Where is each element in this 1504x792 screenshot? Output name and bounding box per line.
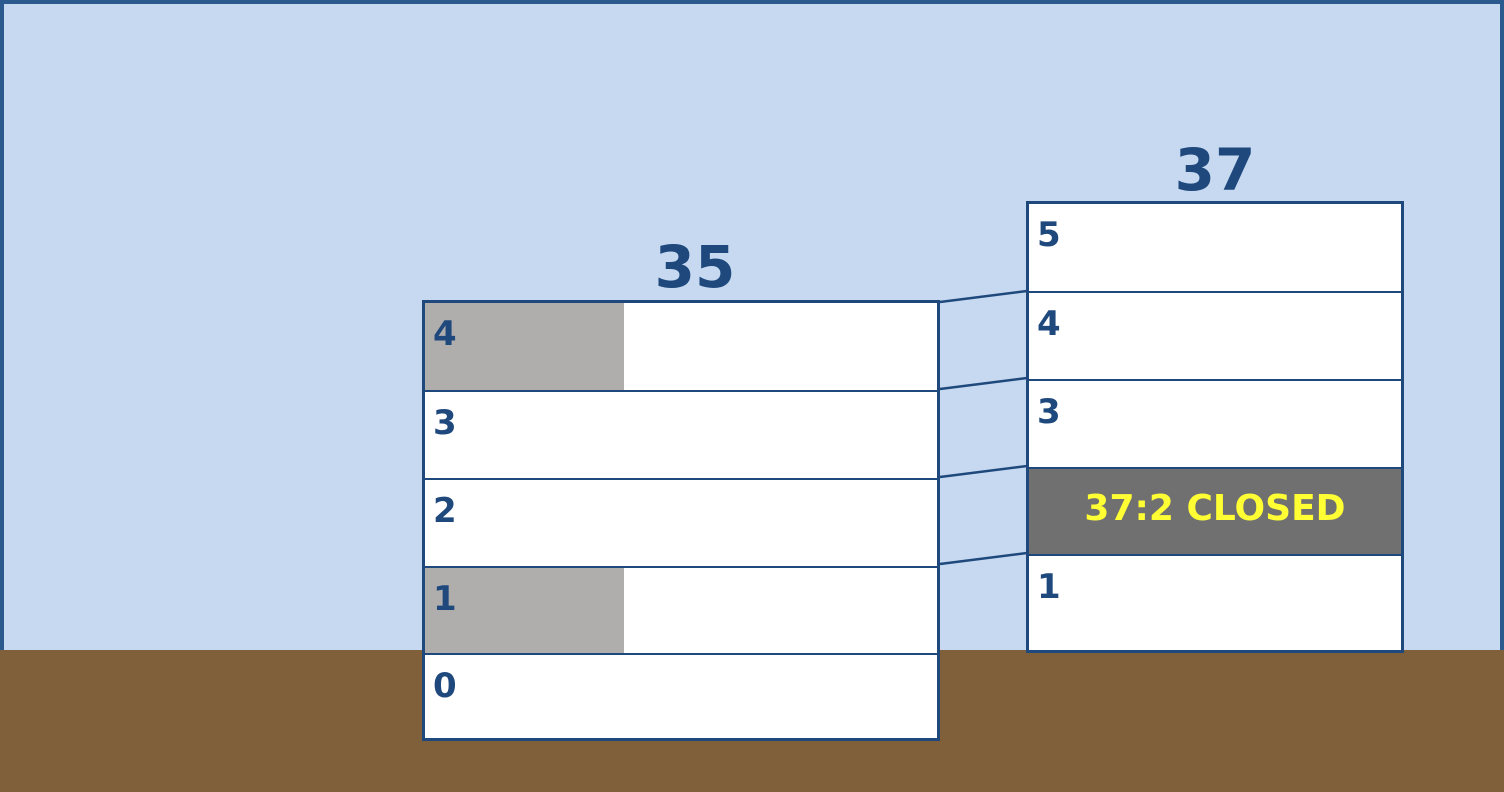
floor-shaded-area [425, 303, 624, 392]
floor-label: 3 [1037, 392, 1061, 432]
floor-label: 1 [433, 579, 457, 619]
building-37-floor-3[interactable]: 3 [1029, 379, 1401, 467]
bridge-line [939, 376, 1028, 391]
building-37-title: 37 [1174, 136, 1256, 204]
building-37-floor-2-closed[interactable]: 37:2 CLOSED [1029, 467, 1401, 555]
building-37-floor-4[interactable]: 4 [1029, 291, 1401, 379]
floor-label: 3 [433, 403, 457, 443]
building-35: 4 3 2 1 0 [422, 300, 940, 741]
floor-label: 2 [433, 491, 457, 531]
building-35-floor-3[interactable]: 3 [425, 390, 937, 478]
building-35-floor-1[interactable]: 1 [425, 566, 937, 654]
building-35-floor-0[interactable]: 0 [425, 653, 937, 741]
floor-label: 1 [1037, 567, 1061, 607]
bridge-line [939, 289, 1028, 304]
building-37-floor-1[interactable]: 1 [1029, 554, 1401, 653]
bridge-line [939, 551, 1028, 566]
building-37: 5 4 3 37:2 CLOSED 1 [1026, 201, 1404, 653]
bridge-line [939, 464, 1028, 479]
floor-label: 4 [1037, 304, 1061, 344]
closed-notice: 37:2 CLOSED [1084, 488, 1346, 529]
building-35-title: 35 [654, 233, 736, 301]
floor-label: 4 [433, 314, 457, 354]
building-35-floor-2[interactable]: 2 [425, 478, 937, 566]
building-35-floor-4[interactable]: 4 [425, 303, 937, 392]
building-37-floor-5[interactable]: 5 [1029, 204, 1401, 293]
floor-label: 0 [433, 666, 457, 706]
floor-label: 5 [1037, 215, 1061, 255]
floor-shaded-area [425, 568, 624, 654]
